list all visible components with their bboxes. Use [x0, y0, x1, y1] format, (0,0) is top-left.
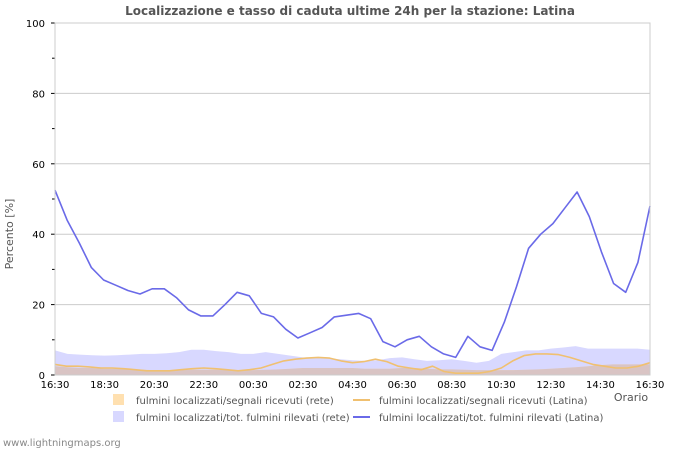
- legend-label-rete-totali: fulmini localizzati/tot. fulmini rilevat…: [136, 413, 350, 424]
- line-series: [54, 189, 651, 375]
- area-overlap: [55, 364, 650, 375]
- y-tick-label: 100: [26, 19, 45, 30]
- x-tick-label: 08:30: [437, 380, 466, 391]
- legend-label-rete-segnali: fulmini localizzati/segnali ricevuti (re…: [136, 396, 334, 407]
- x-axis-label: Orario: [614, 391, 649, 404]
- x-tick-label: 14:30: [586, 380, 615, 391]
- legend-label-latina-segnali: fulmini localizzati/segnali ricevuti (La…: [379, 396, 588, 407]
- grid-lines: [55, 92, 650, 306]
- x-tick-label: 06:30: [388, 380, 417, 391]
- x-tick-label: 16:30: [41, 380, 70, 391]
- x-tick-label: 00:30: [239, 380, 268, 391]
- x-tick-label: 04:30: [338, 380, 367, 391]
- y-tick-label: 20: [32, 301, 45, 312]
- x-tick-label: 18:30: [90, 380, 119, 391]
- y-axis-label: Percento [%]: [3, 199, 16, 270]
- legend: fulmini localizzati/segnali ricevuti (re…: [113, 394, 604, 424]
- y-axis-ticks: 0 20 40 60 80 100: [26, 19, 55, 382]
- plot-frame: [54, 22, 651, 376]
- y-tick-label: 60: [32, 160, 45, 171]
- x-tick-label: 10:30: [487, 380, 516, 391]
- legend-swatch-rete-segnali: [113, 394, 124, 405]
- legend-label-latina-totali: fulmini localizzati/tot. fulmini rilevat…: [379, 413, 604, 424]
- line-fulmini-localizzati-tot-fulmini-rilevati-latina-: [54, 189, 651, 359]
- x-tick-label: 12:30: [536, 380, 565, 391]
- chart-title: Localizzazione e tasso di caduta ultime …: [125, 4, 575, 18]
- x-tick-label: 20:30: [140, 380, 169, 391]
- y-tick-label: 40: [32, 230, 45, 241]
- x-tick-label: 16:30: [636, 380, 665, 391]
- x-tick-label: 02:30: [289, 380, 318, 391]
- footer-credit: www.lightningmaps.org: [3, 438, 121, 449]
- y-tick-label: 0: [39, 371, 45, 382]
- line-fulmini-localizzati-segnali-ricevuti-latina-: [54, 353, 651, 375]
- x-tick-label: 22:30: [189, 380, 218, 391]
- y-tick-label: 80: [32, 89, 45, 100]
- legend-swatch-rete-totali: [113, 411, 124, 422]
